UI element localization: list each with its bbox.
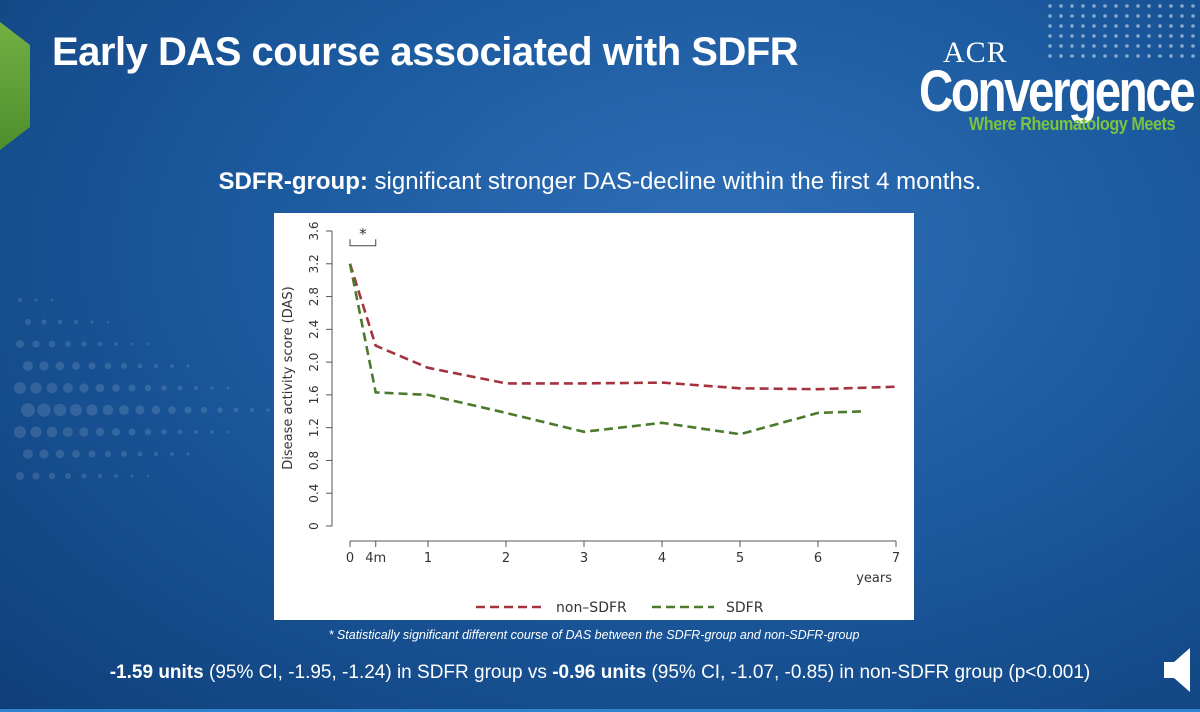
logo-tagline: Where Rheumatology Meets (968, 114, 1176, 134)
x-axis-label: years (856, 571, 892, 586)
slide-subtitle: SDFR-group: significant stronger DAS-dec… (0, 168, 1200, 196)
y-tick-label: 0 (307, 522, 321, 530)
acr-convergence-logo: ACR Convergence Where Rheumatology Meets (915, 36, 1196, 140)
sdfr-line (348, 263, 865, 436)
legend-label-non-sdfr: non–SDFR (556, 600, 627, 616)
y-tick-label: 1.2 (307, 418, 321, 437)
y-tick-label: 3.6 (307, 221, 321, 240)
x-tick-label: 7 (892, 551, 900, 566)
x-tick-label: 4m (365, 551, 386, 566)
non-sdfr-line (348, 263, 897, 391)
das-line-chart: 0 0.4 0.8 1.2 1.6 2.0 2.4 2.8 3.2 3.6 Disease acti… (274, 213, 914, 620)
y-tick-label: 0.8 (307, 451, 321, 470)
speaker-icon[interactable] (1160, 640, 1200, 700)
result-statement: -1.59 units (95% CI, -1.95, -1.24) in SD… (0, 662, 1200, 684)
subtitle-rest: significant stronger DAS-decline within … (367, 168, 982, 195)
y-tick-label: 2.8 (307, 287, 321, 306)
chart-footnote: * Statistically significant different co… (328, 628, 860, 642)
logo-acr-text: ACR (943, 36, 1008, 69)
x-tick-label: 4 (658, 551, 666, 566)
significance-bracket (349, 239, 377, 247)
sdfr-result-value: -1.59 units (109, 662, 204, 683)
x-tick-label: 1 (424, 551, 432, 566)
x-tick-label: 6 (814, 551, 822, 566)
significance-marker: * (359, 225, 367, 243)
y-tick-label: 1.6 (307, 385, 321, 404)
bottom-accent-bar (0, 709, 1200, 712)
y-tick-label: 3.2 (307, 254, 321, 273)
chart-svg: 0 0.4 0.8 1.2 1.6 2.0 2.4 2.8 3.2 3.6 Disease acti… (281, 221, 900, 616)
x-tick-label: 3 (580, 551, 588, 566)
x-tick-label: 5 (736, 551, 744, 566)
non-sdfr-result-ci: (95% CI, -1.07, -0.85) in non-SDFR group… (646, 662, 1091, 683)
slide-title: Early DAS course associated with SDFR (52, 30, 799, 74)
green-accent-tab (0, 22, 30, 150)
logo-convergence-text: Convergence (919, 59, 1196, 124)
non-sdfr-result-value: -0.96 units (552, 662, 647, 683)
x-tick-label: 2 (502, 551, 510, 566)
legend-label-sdfr: SDFR (726, 600, 764, 616)
sdfr-result-ci: (95% CI, -1.95, -1.24) in SDFR group vs (203, 662, 553, 683)
y-axis-label: Disease activity score (DAS) (281, 286, 296, 469)
x-tick-label: 0 (346, 551, 354, 566)
y-tick-label: 2.4 (307, 320, 321, 339)
subtitle-bold: SDFR-group: (218, 168, 368, 195)
y-tick-label: 0.4 (307, 484, 321, 503)
y-tick-label: 2.0 (307, 353, 321, 372)
